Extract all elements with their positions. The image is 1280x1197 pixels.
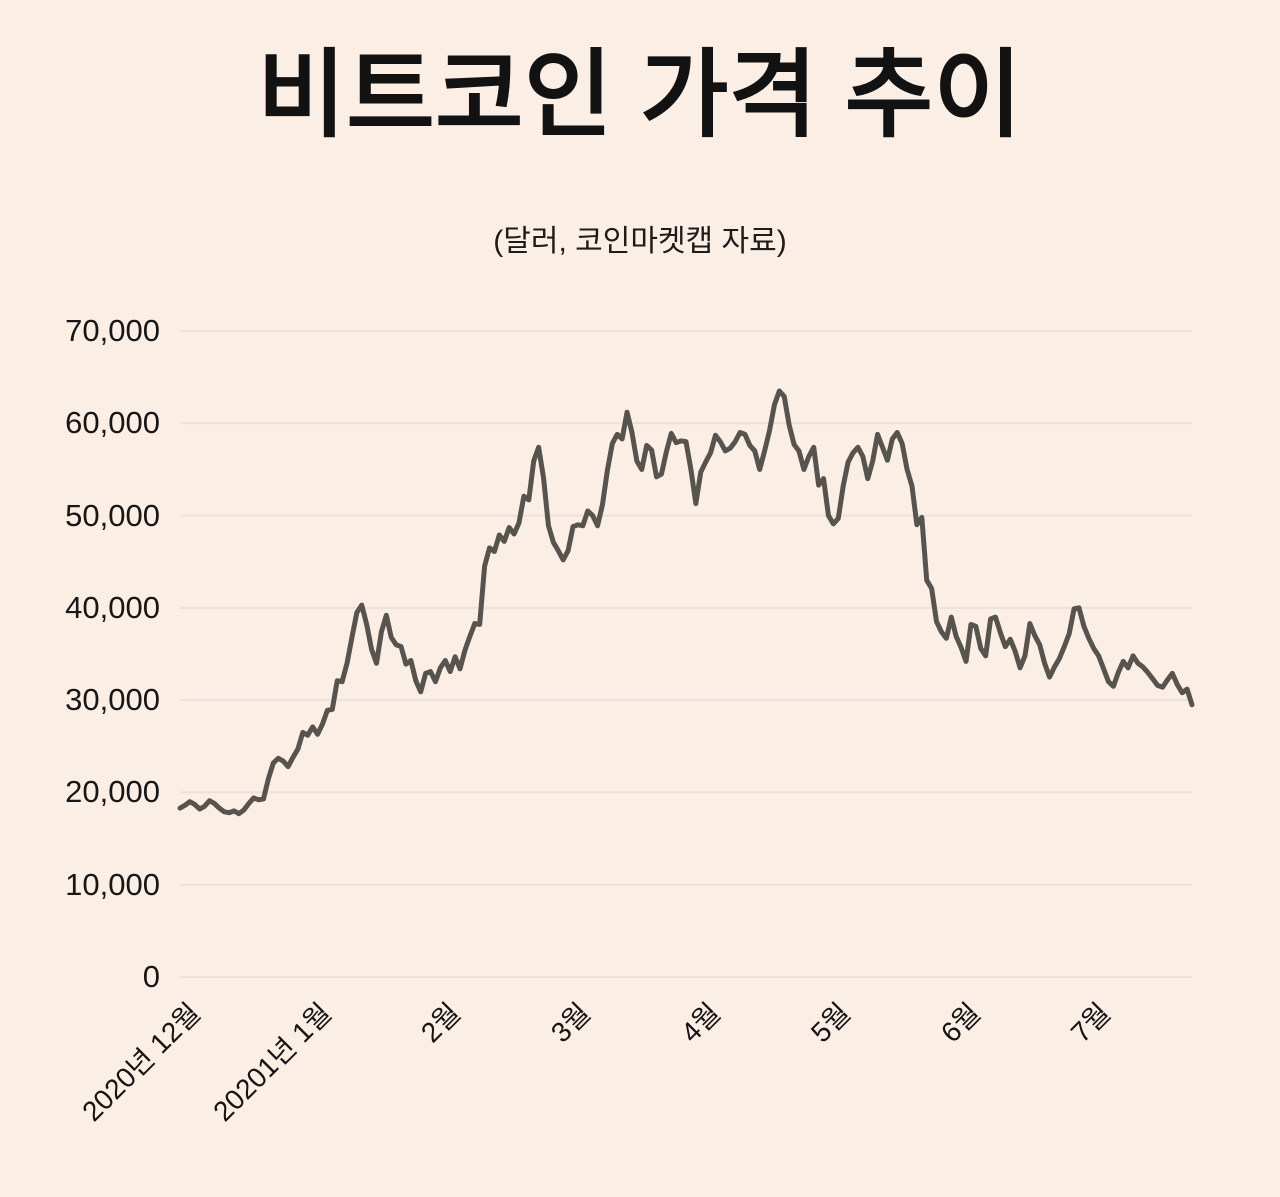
x-tick-label-text: 7월 bbox=[1064, 997, 1116, 1049]
y-tick-label: 50,000 bbox=[65, 497, 160, 533]
chart-subtitle: (달러, 코인마켓캡 자료) bbox=[493, 225, 787, 258]
y-tick-label: 10,000 bbox=[65, 866, 160, 902]
y-tick-label: 70,000 bbox=[65, 313, 160, 348]
y-tick-label: 30,000 bbox=[65, 682, 160, 718]
x-tick-label-text: 6월 bbox=[935, 997, 987, 1049]
x-tick-label-text: 3월 bbox=[544, 997, 596, 1049]
x-tick-label-text: 2020년 12월 bbox=[76, 997, 207, 1128]
y-tick-label: 20,000 bbox=[65, 774, 160, 810]
y-axis: 70,000 60,000 50,000 40,000 30,000 20,000 10,0… bbox=[0, 0, 160, 1197]
page-title: 비트코인 가격 추이 bbox=[257, 42, 1023, 149]
x-tick-label-text: 4월 bbox=[675, 997, 727, 1049]
price-line-path bbox=[177, 388, 1195, 817]
gridlines bbox=[180, 330, 1192, 978]
plot-area bbox=[177, 330, 1195, 978]
price-line-chart-svg bbox=[177, 330, 1195, 978]
y-tick-label: 40,000 bbox=[65, 589, 160, 625]
y-tick-label: 60,000 bbox=[65, 405, 160, 441]
x-tick-label-text: 5월 bbox=[804, 997, 856, 1049]
x-tick-label-text: 2월 bbox=[415, 997, 467, 1049]
y-tick-label: 0 bbox=[142, 959, 160, 994]
x-tick-label-text: 20201년 1월 bbox=[206, 997, 337, 1128]
